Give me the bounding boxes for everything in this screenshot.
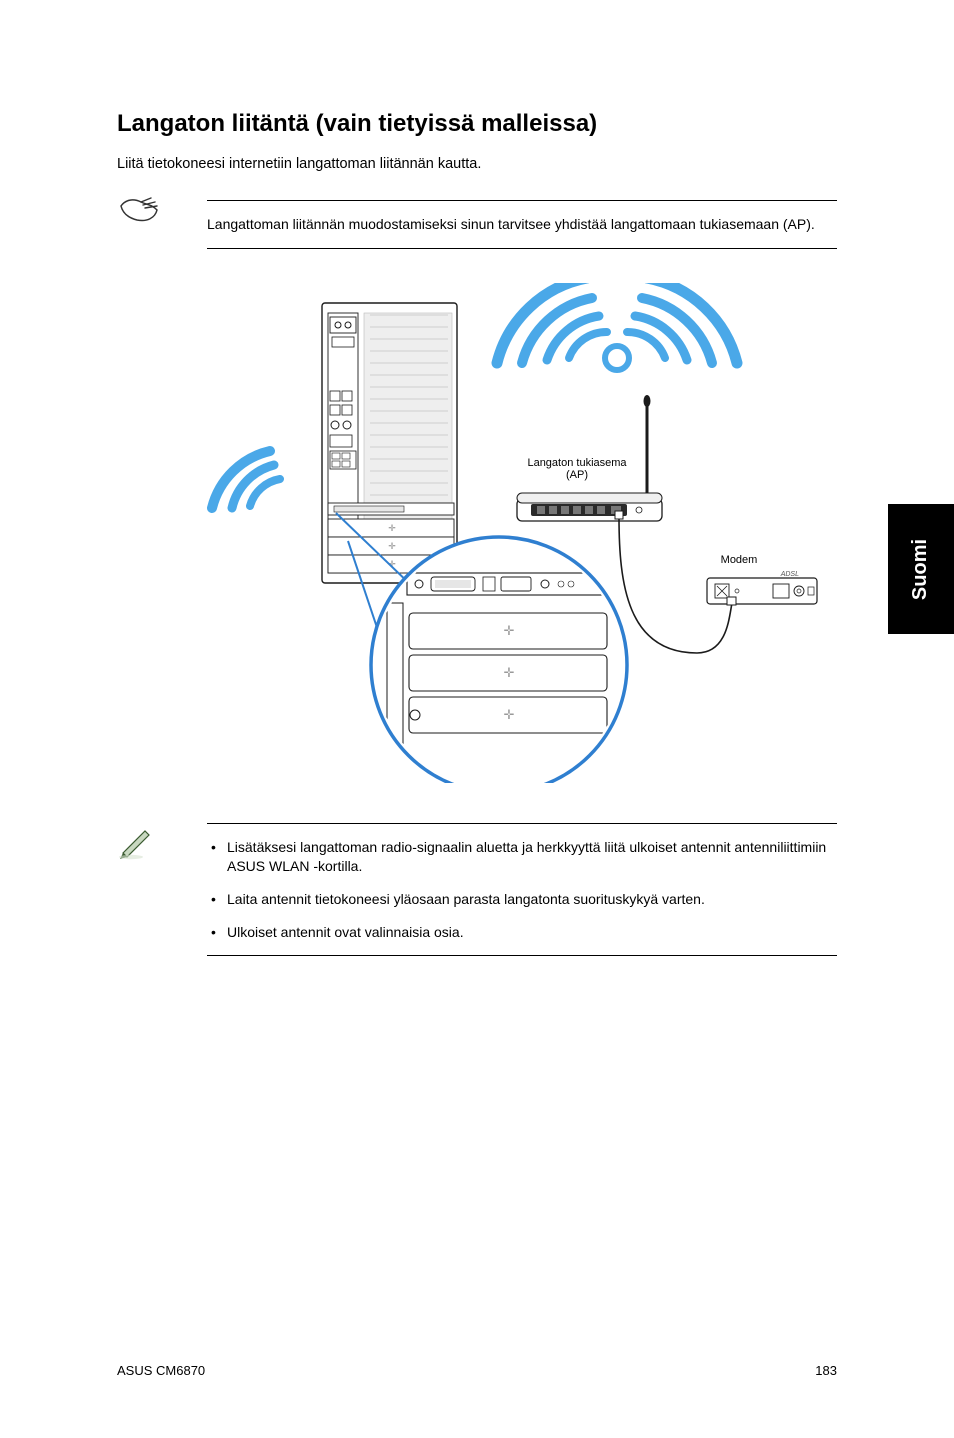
svg-text:(AP): (AP) [566, 469, 588, 481]
intro-text: Liitä tietokoneesi internetiin langattom… [117, 156, 837, 172]
pencil-note-icon [117, 823, 157, 866]
note-block: Langattoman liitännän muodostamiseksi si… [207, 200, 837, 249]
svg-text:Modem: Modem [721, 554, 758, 566]
note-text: Langattoman liitännän muodostamiseksi si… [207, 215, 815, 234]
svg-text:ADSL: ADSL [780, 571, 799, 578]
svg-text:Langaton tukiasema: Langaton tukiasema [527, 457, 627, 469]
footer-page-number: 183 [815, 1363, 837, 1378]
tip-item: Lisätäksesi langattoman radio-signaalin … [207, 838, 837, 876]
tips-list: Lisätäksesi langattoman radio-signaalin … [207, 838, 837, 942]
wireless-diagram: ✛ ✛ ✛ [187, 283, 837, 783]
tip-item: Laita antennit tietokoneesi yläosaan par… [207, 890, 837, 909]
footer-model: ASUS CM6870 [117, 1363, 205, 1378]
language-label: Suomi [910, 538, 933, 599]
svg-text:✛: ✛ [504, 707, 515, 722]
tip-item: Ulkoiset antennit ovat valinnaisia osia. [207, 923, 837, 942]
page-heading: Langaton liitäntä (vain tietyissä mallei… [117, 110, 837, 138]
language-side-tab: Suomi [888, 504, 954, 634]
hand-note-icon [117, 192, 163, 233]
page-footer: ASUS CM6870 183 [117, 1363, 837, 1378]
svg-text:✛: ✛ [388, 523, 396, 533]
svg-text:✛: ✛ [504, 623, 515, 638]
svg-text:✛: ✛ [504, 665, 515, 680]
svg-text:✛: ✛ [388, 541, 396, 551]
tips-block: Lisätäksesi langattoman radio-signaalin … [207, 823, 837, 957]
